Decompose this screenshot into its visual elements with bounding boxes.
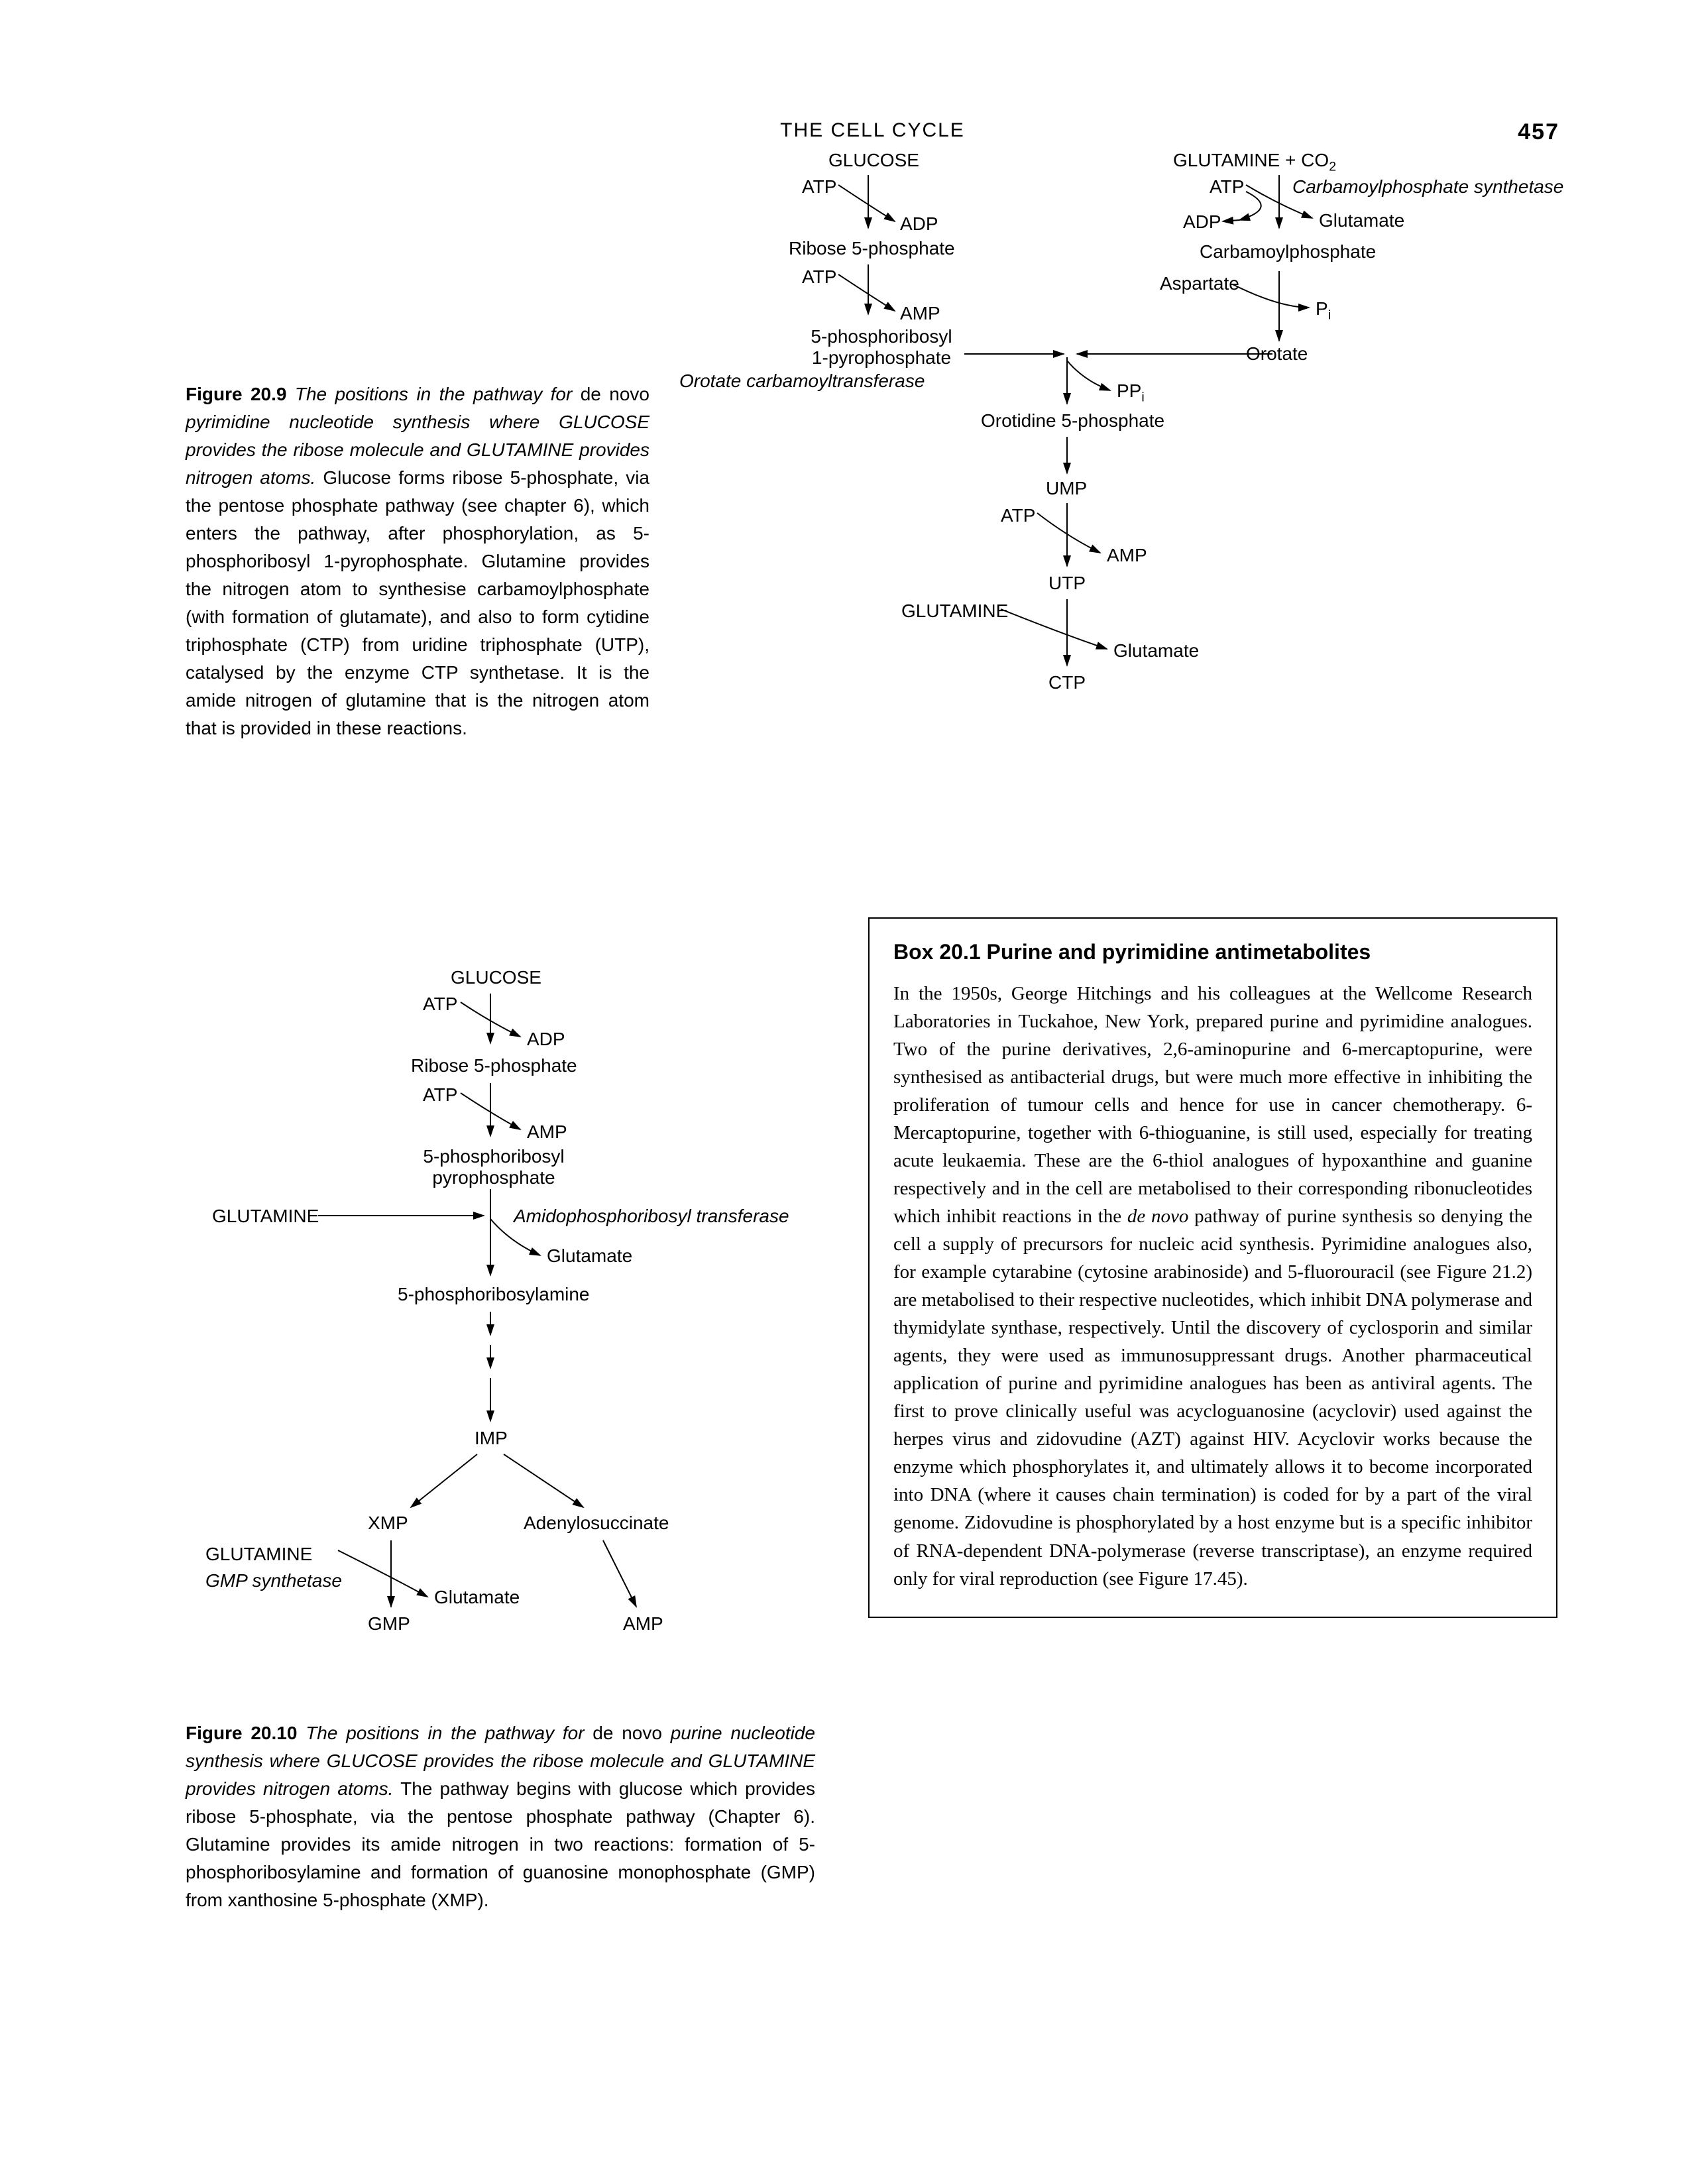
node-glutamine-co2: GLUTAMINE + CO2 [1173,150,1336,175]
node-glutamate2: Glutamate [434,1587,520,1608]
node-glutamate1: Glutamate [1319,210,1404,231]
node-pra: 5-phosphoribosylamine [398,1284,590,1305]
figure-20-9-caption: Figure 20.9 The positions in the pathway… [186,380,649,742]
enzyme-gmps: GMP synthetase [205,1570,342,1591]
node-aspartate: Aspartate [1160,273,1239,294]
node-prpp: 5-phosphoribosyl1-pyrophosphate [799,326,964,369]
page-header: THE CELL CYCLE 457 [186,119,1559,142]
node-glutamine2: GLUTAMINE [901,601,1008,622]
node-ppi: PPi [1117,380,1145,406]
node-xmp: XMP [368,1513,408,1534]
node-carbamoylp: Carbamoylphosphate [1200,241,1376,262]
node-atp3: ATP [1210,176,1244,198]
figure-label: Figure 20.10 [186,1723,297,1743]
enzyme-aprt: Amidophosphoribosyl transferase [514,1206,789,1227]
node-imp: IMP [475,1428,508,1449]
node-glutamine1: GLUTAMINE [212,1206,319,1227]
node-r5p: Ribose 5-phosphate [411,1055,577,1076]
node-prpp: 5-phosphoribosylpyrophosphate [418,1146,570,1188]
node-glutamate2: Glutamate [1113,640,1199,661]
node-r5p: Ribose 5-phosphate [789,238,955,259]
node-atp1: ATP [802,176,836,198]
node-glutamate1: Glutamate [547,1245,632,1267]
node-atp2: ATP [423,1084,457,1106]
node-atp2: ATP [802,266,836,288]
figure-20-9-diagram: GLUCOSE ATP ADP Ribose 5-phosphate ATP A… [669,142,1557,818]
running-title: THE CELL CYCLE [780,119,965,141]
node-glucose: GLUCOSE [451,967,541,988]
node-glucose: GLUCOSE [828,150,919,171]
node-utp: UTP [1048,573,1086,594]
box-body: In the 1950s, George Hitchings and his c… [893,980,1532,1593]
node-adenylosuccinate: Adenylosuccinate [524,1513,669,1534]
enzyme-cps: Carbamoylphosphate synthetase [1292,176,1563,198]
node-amp1: AMP [527,1121,567,1143]
node-pi: Pi [1316,298,1331,323]
node-adp2: ADP [1183,211,1221,233]
node-amp: AMP [623,1613,663,1635]
node-o5p: Orotidine 5-phosphate [981,410,1164,431]
node-atp4: ATP [1001,505,1035,526]
page-content: Figure 20.9 The positions in the pathway… [186,168,1559,2091]
box-20-1: Box 20.1 Purine and pyrimidine antimetab… [868,917,1557,1618]
node-ump: UMP [1046,478,1087,499]
node-adp1: ADP [527,1029,565,1050]
node-amp1: AMP [900,303,940,324]
node-gmp: GMP [368,1613,410,1635]
node-ctp: CTP [1048,672,1086,693]
figure-20-10-caption: Figure 20.10 The positions in the pathwa… [186,1719,815,1914]
node-glutamine2: GLUTAMINE [205,1544,312,1565]
node-amp2: AMP [1107,545,1147,566]
box-title: Box 20.1 Purine and pyrimidine antimetab… [893,939,1532,966]
figure-label: Figure 20.9 [186,384,286,404]
enzyme-oct: Orotate carbamoyltransferase [679,371,925,392]
node-orotate: Orotate [1246,343,1308,365]
node-atp1: ATP [423,994,457,1015]
figure-20-10-diagram: GLUCOSE ATP ADP Ribose 5-phosphate ATP A… [186,964,815,1693]
node-adp1: ADP [900,213,938,235]
